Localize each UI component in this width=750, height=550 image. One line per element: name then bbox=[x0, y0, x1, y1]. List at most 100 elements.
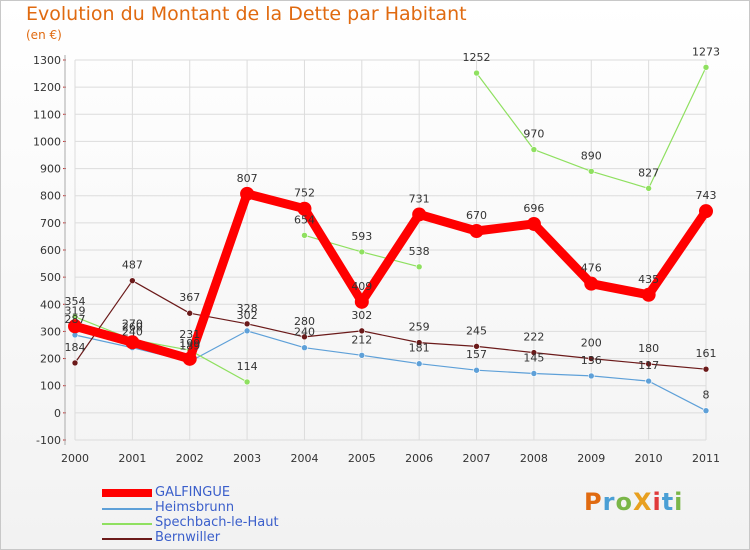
data-point bbox=[469, 224, 484, 238]
series-line-3 bbox=[74, 280, 707, 370]
logo-letter: t bbox=[661, 488, 675, 516]
legend-label: Heimsbrunn bbox=[155, 500, 235, 515]
data-label: 260 bbox=[122, 320, 143, 333]
data-label: 743 bbox=[696, 189, 717, 202]
data-label: 487 bbox=[122, 259, 143, 272]
data-label: 200 bbox=[581, 337, 602, 350]
logo-letter: X bbox=[632, 488, 653, 516]
data-label: 212 bbox=[351, 333, 372, 346]
chart-title: Evolution du Montant de la Dette par Hab… bbox=[26, 3, 467, 25]
data-label: 752 bbox=[294, 187, 315, 200]
data-label: 654 bbox=[294, 213, 315, 226]
series-line-0 bbox=[70, 189, 711, 364]
data-label: 435 bbox=[638, 273, 659, 286]
data-label: 367 bbox=[179, 291, 200, 304]
data-label: 181 bbox=[409, 342, 430, 355]
data-point bbox=[186, 309, 194, 317]
y-tick-label: 200 bbox=[40, 353, 61, 366]
data-point bbox=[645, 360, 652, 368]
x-tick-label: 2005 bbox=[348, 452, 376, 465]
data-label: 302 bbox=[237, 309, 258, 322]
data-label: 136 bbox=[581, 354, 602, 367]
data-label: 157 bbox=[466, 348, 487, 361]
data-label: 476 bbox=[581, 262, 602, 275]
data-point bbox=[645, 377, 652, 385]
data-label: 1273 bbox=[692, 45, 720, 58]
y-tick-label: 300 bbox=[40, 325, 61, 338]
legend-item-heimsbrunn[interactable]: Heimsbrunn bbox=[102, 500, 332, 516]
legend-swatch-bernwiller bbox=[102, 538, 152, 540]
x-axis-labels: 2000 2001 2002 2003 2004 2005 2006 2007 2008 2009… bbox=[61, 452, 720, 465]
x-tick-label: 2007 bbox=[463, 452, 491, 465]
legend-label: Spechbach-le-Haut bbox=[155, 515, 279, 530]
y-tick-label: 800 bbox=[40, 190, 61, 203]
data-point bbox=[526, 216, 541, 231]
data-label: 807 bbox=[237, 172, 258, 185]
data-label: 8 bbox=[703, 389, 710, 402]
y-tick-label: -100 bbox=[36, 434, 61, 447]
data-label: 302 bbox=[351, 309, 372, 322]
x-tick-label: 2006 bbox=[405, 452, 433, 465]
data-point bbox=[641, 287, 656, 302]
y-tick-label: 1200 bbox=[33, 81, 61, 94]
data-point bbox=[182, 351, 197, 366]
data-point bbox=[473, 343, 480, 350]
y-tick-label: 1000 bbox=[33, 135, 61, 148]
data-point bbox=[473, 69, 480, 77]
data-labels: 319 260 199 807 752 409 731 670 696 476 435 743 287 2… bbox=[65, 45, 721, 401]
data-point bbox=[68, 319, 82, 334]
data-label: 117 bbox=[638, 359, 659, 372]
legend-item-galfingue[interactable]: GALFINGUE bbox=[102, 485, 332, 501]
y-tick-label: 500 bbox=[40, 271, 61, 284]
data-point bbox=[587, 372, 595, 380]
data-label: 670 bbox=[466, 209, 487, 222]
data-point bbox=[702, 365, 710, 373]
y-tick-label: 1100 bbox=[33, 108, 61, 121]
logo-letter: i bbox=[652, 488, 662, 516]
data-point bbox=[243, 320, 251, 328]
data-point bbox=[358, 352, 366, 359]
x-tick-label: 2011 bbox=[692, 452, 720, 465]
legend-item-spechbach[interactable]: Spechbach-le-Haut bbox=[102, 515, 332, 531]
data-point bbox=[301, 333, 308, 341]
logo-letter: i bbox=[674, 488, 684, 516]
data-label: 827 bbox=[638, 166, 659, 179]
data-label: 161 bbox=[696, 347, 717, 360]
logo-letter: P bbox=[584, 488, 603, 516]
data-point bbox=[412, 207, 427, 222]
data-point bbox=[301, 344, 308, 352]
data-point bbox=[530, 370, 538, 377]
data-label: 890 bbox=[581, 149, 602, 162]
data-label: 328 bbox=[237, 302, 258, 315]
data-label: 222 bbox=[523, 331, 544, 344]
proxiti-logo: ProXiti bbox=[584, 488, 683, 516]
data-label: 538 bbox=[409, 245, 430, 258]
data-label: 199 bbox=[179, 337, 200, 350]
data-point bbox=[415, 263, 423, 271]
legend-swatch-heimsbrunn bbox=[102, 508, 152, 510]
data-label: 319 bbox=[65, 304, 86, 317]
data-label: 696 bbox=[523, 202, 544, 215]
legend-item-bernwiller[interactable]: Bernwiller bbox=[102, 530, 332, 546]
legend-label: GALFINGUE bbox=[155, 485, 231, 500]
x-tick-label: 2002 bbox=[176, 452, 204, 465]
y-tick-label: 1300 bbox=[33, 54, 61, 67]
data-label: 280 bbox=[294, 315, 315, 328]
data-label: 593 bbox=[351, 230, 372, 243]
data-point bbox=[125, 335, 140, 350]
data-point bbox=[584, 276, 599, 291]
data-point bbox=[243, 327, 251, 335]
data-point bbox=[587, 167, 595, 175]
y-tick-label: 900 bbox=[40, 163, 61, 176]
series-lines bbox=[68, 64, 713, 414]
data-point bbox=[415, 339, 423, 346]
data-point bbox=[530, 349, 538, 356]
y-tick-label: 600 bbox=[40, 244, 61, 257]
data-label: 409 bbox=[351, 280, 372, 293]
data-label: 1252 bbox=[463, 51, 491, 64]
y-tick-label: 0 bbox=[54, 407, 61, 420]
chart-subtitle: (en €) bbox=[26, 28, 62, 42]
data-label: 287 bbox=[65, 313, 86, 326]
data-point bbox=[71, 359, 79, 367]
